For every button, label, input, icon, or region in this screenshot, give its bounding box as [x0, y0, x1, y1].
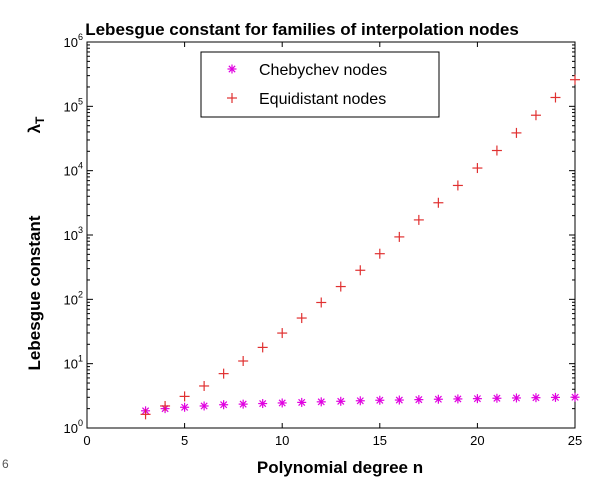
equidistant-point [316, 297, 327, 308]
equidistant-point [511, 127, 522, 138]
x-tick-label: 20 [470, 433, 484, 448]
chebychev-point [453, 394, 463, 404]
x-axis-label: Polynomial degree n [257, 458, 423, 477]
x-tick-label: 15 [373, 433, 387, 448]
chebychev-point [258, 399, 268, 409]
equidistant-point [570, 74, 580, 85]
equidistant-point [199, 380, 210, 391]
x-tick-label: 10 [275, 433, 289, 448]
y-tick-label: 102 [64, 289, 83, 307]
equidistant-point [238, 356, 249, 367]
chebychev-point [336, 396, 346, 406]
equidistant-point [550, 92, 561, 103]
chebychev-point [511, 393, 521, 403]
equidistant-point [277, 328, 288, 339]
cropped-fragment: 6 [2, 457, 9, 471]
y-axis-label: Lebesgue constant [25, 215, 44, 370]
y-tick-label: 106 [64, 32, 83, 50]
y-axis: 100 101 102 103 104 105 106 [64, 32, 575, 436]
equidistant-point [472, 163, 483, 174]
equidistant-point [179, 391, 190, 402]
equidistant-point [433, 197, 444, 208]
equidistant-point [394, 231, 405, 242]
equidistant-point [355, 265, 366, 276]
x-tick-label: 0 [83, 433, 90, 448]
equidistant-series [140, 74, 580, 420]
legend-chebychev-label: Chebychev nodes [259, 62, 387, 79]
chebychev-point [297, 397, 307, 407]
y-tick-label: 103 [64, 225, 83, 243]
equidistant-point [335, 281, 346, 292]
legend: Chebychev nodes Equidistant nodes [200, 51, 440, 118]
chebychev-point [199, 401, 209, 411]
chebychev-point [531, 393, 541, 403]
equidistant-point [452, 180, 463, 191]
legend-box [200, 51, 440, 118]
equidistant-point [491, 145, 502, 156]
chebychev-point [238, 399, 248, 409]
x-axis: 0 5 10 15 20 25 [83, 42, 582, 448]
chebychev-point [472, 394, 482, 404]
equidistant-point [160, 400, 171, 411]
lambda-symbol: λ [25, 123, 44, 133]
chebychev-point [316, 397, 326, 407]
chebychev-point [492, 393, 502, 403]
legend-equidistant-label: Equidistant nodes [259, 91, 386, 108]
y-tick-label: 105 [64, 96, 83, 114]
equidistant-point [257, 342, 268, 353]
equidistant-point [140, 409, 151, 420]
legend-chebychev-marker [227, 64, 237, 74]
x-tick-label: 5 [181, 433, 188, 448]
equidistant-point [218, 368, 229, 379]
y-tick-label: 100 [64, 418, 83, 436]
chebychev-point [570, 392, 580, 402]
chebychev-point [355, 396, 365, 406]
chebychev-point [414, 395, 424, 405]
equidistant-point [296, 313, 307, 324]
y-tick-label: 104 [64, 161, 83, 179]
equidistant-point [530, 110, 541, 121]
chebychev-point [550, 392, 560, 402]
chebychev-point [394, 395, 404, 405]
equidistant-point [374, 248, 385, 259]
chebychev-series [141, 392, 580, 416]
chebychev-point [375, 395, 385, 405]
chebychev-point [277, 398, 287, 408]
lambda-subscript: T [33, 116, 47, 124]
chart-title: Lebesgue constant for families of interp… [85, 20, 519, 39]
legend-equidistant-marker [227, 93, 237, 103]
chebychev-point [180, 402, 190, 412]
chebychev-point [433, 394, 443, 404]
y-tick-label: 101 [64, 354, 83, 372]
chebychev-point [219, 400, 229, 410]
x-tick-label: 25 [568, 433, 582, 448]
y-axis-symbol-label: λT [25, 116, 47, 133]
equidistant-point [413, 214, 424, 225]
